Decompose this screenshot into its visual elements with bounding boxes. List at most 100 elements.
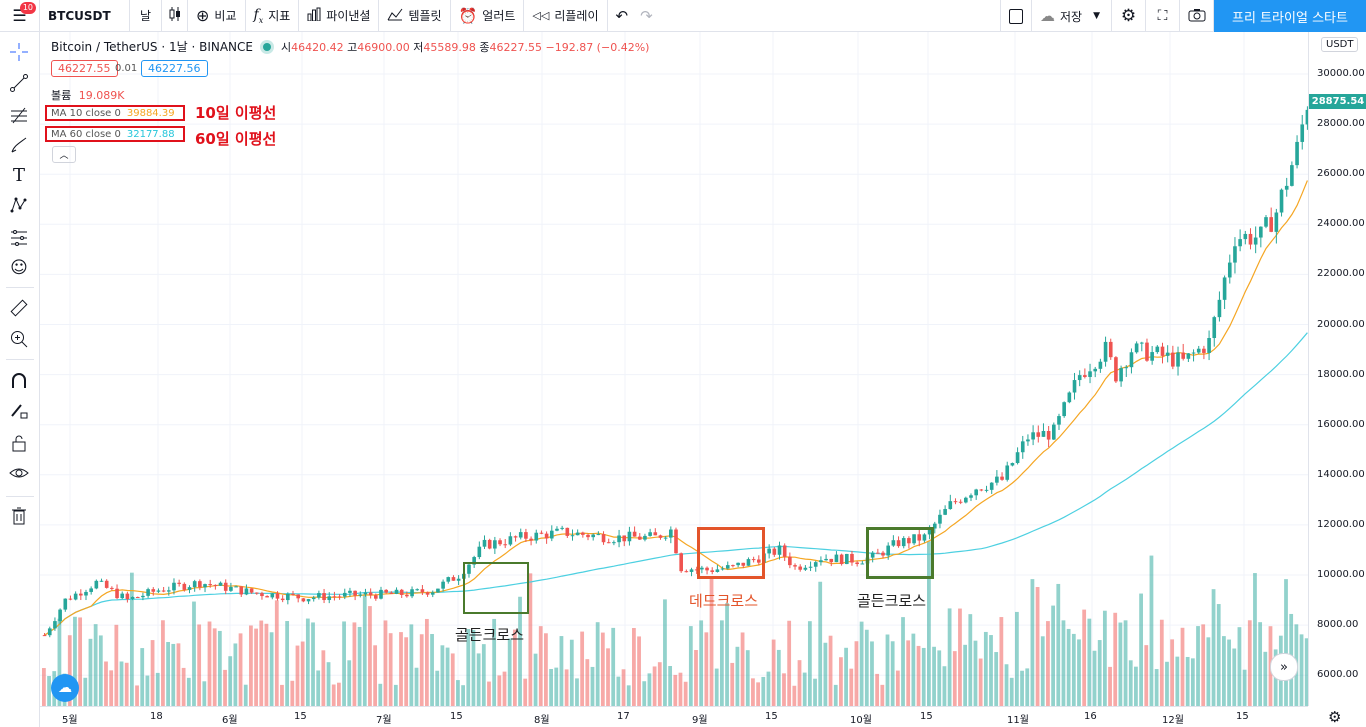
- scroll-to-realtime-button[interactable]: »: [1270, 653, 1298, 681]
- candle-body: [399, 589, 404, 595]
- replay-button[interactable]: ◁◁ 리플레이: [524, 0, 608, 32]
- ma10-legend[interactable]: MA 10 close 0 39884.39: [45, 105, 185, 121]
- symbol-legend: Bitcoin / TetherUS · 1날 · BINANCE 시46420…: [51, 38, 649, 55]
- snapshot-button[interactable]: [1180, 0, 1214, 32]
- crosshair-icon[interactable]: [8, 41, 30, 63]
- candle-body: [782, 545, 787, 557]
- volume-bar: [264, 623, 269, 706]
- time-tick-label: 15: [765, 711, 778, 722]
- collapse-legend-button[interactable]: ︿: [52, 146, 76, 163]
- candle-body: [425, 592, 430, 595]
- volume-bar: [901, 617, 905, 706]
- fib-icon[interactable]: [8, 104, 30, 126]
- redo-icon[interactable]: ↷: [640, 6, 653, 25]
- smiley-icon[interactable]: ☺: [10, 258, 28, 278]
- price-chart[interactable]: [40, 32, 1308, 706]
- free-trial-button[interactable]: 프리 트라이얼 스타트: [1214, 0, 1366, 32]
- save-button[interactable]: ☁ 저장 ▼: [1032, 0, 1112, 32]
- square-icon: [1009, 8, 1023, 24]
- brush-icon[interactable]: [8, 134, 30, 156]
- volume-bar: [833, 684, 838, 706]
- candle-body: [1227, 262, 1232, 278]
- volume-bar: [1035, 587, 1040, 706]
- candle-body: [1212, 317, 1217, 339]
- symbol-title[interactable]: Bitcoin / TetherUS · 1날 · BINANCE: [51, 40, 253, 54]
- financials-button[interactable]: 파이낸셜: [299, 0, 380, 32]
- candle-body: [958, 501, 963, 503]
- spread-value: 0.01: [115, 63, 138, 74]
- buy-price-button[interactable]: 46227.56: [141, 60, 208, 77]
- candle-body: [1139, 342, 1144, 344]
- pattern-icon[interactable]: [8, 194, 30, 216]
- candle-body: [187, 587, 192, 590]
- candle-body: [415, 589, 420, 591]
- volume-bar: [409, 624, 414, 706]
- volume-bar: [1108, 666, 1112, 706]
- ruler-icon[interactable]: [8, 297, 30, 319]
- candle-body: [798, 566, 803, 570]
- price-tick-label: 28000.00: [1317, 118, 1365, 130]
- ma60-legend[interactable]: MA 60 close 0 32177.88: [45, 126, 185, 142]
- gear-icon: ⚙: [1120, 6, 1137, 26]
- unlock-icon[interactable]: [8, 432, 30, 454]
- trend-line-icon[interactable]: [8, 72, 30, 94]
- zoom-in-icon[interactable]: [8, 328, 30, 350]
- indicators-button[interactable]: fx 지표: [246, 0, 300, 32]
- candle-body: [746, 559, 751, 566]
- fullscreen-button[interactable]: ⛶: [1146, 0, 1180, 32]
- settings-button[interactable]: ⚙: [1112, 0, 1146, 32]
- price-tick-label: 8000.00: [1317, 619, 1359, 631]
- menu-button[interactable]: ☰ 10: [0, 0, 40, 32]
- ma60-annotation: 60일 이평선: [195, 130, 277, 148]
- candle-body: [503, 544, 508, 546]
- volume-bar: [440, 645, 445, 706]
- sell-price-button[interactable]: 46227.55: [51, 60, 118, 77]
- sidebar-divider: [6, 359, 34, 360]
- undo-icon[interactable]: ↶: [615, 6, 629, 25]
- time-axis[interactable]: 5월 18 6월 15 7월 15 8월 17 9월 15 10월 15 11월 16 12월 15: [40, 706, 1308, 727]
- volume-bar: [228, 656, 233, 706]
- volume-bar: [921, 647, 926, 706]
- fullscreen-icon: ⛶: [1157, 8, 1168, 24]
- templates-button[interactable]: 템플릿: [379, 0, 451, 32]
- price-axis[interactable]: USDT 30000.00 28000.00 26000.00 24000.00 220…: [1308, 32, 1366, 706]
- chart-type-button[interactable]: [162, 0, 188, 32]
- tradingview-logo-icon[interactable]: ☁: [51, 674, 79, 702]
- candle-body: [53, 621, 57, 629]
- chart-pane[interactable]: [40, 32, 1308, 706]
- candle-body: [581, 532, 585, 535]
- volume-bar: [1020, 670, 1024, 706]
- volume-bar: [109, 670, 114, 706]
- candle-body: [405, 594, 409, 597]
- candle-body: [575, 532, 580, 536]
- currency-button[interactable]: USDT: [1321, 37, 1359, 52]
- alert-button[interactable]: ⏰ 얼러트: [451, 0, 525, 32]
- trash-icon[interactable]: [8, 505, 30, 527]
- volume-bar: [243, 684, 248, 706]
- volume-legend: 볼륨 19.089K: [51, 89, 125, 102]
- volume-bar: [637, 636, 641, 706]
- interval-button[interactable]: 날: [130, 0, 162, 32]
- volume-bar: [595, 622, 600, 706]
- candle-body: [1259, 226, 1263, 238]
- time-tick-label: 18: [150, 711, 163, 722]
- candle-body: [813, 562, 818, 567]
- candle-body: [301, 598, 306, 602]
- volume-bar: [652, 666, 657, 706]
- candle-body: [306, 599, 311, 602]
- price-tick-label: 10000.00: [1317, 569, 1365, 580]
- candle-body: [534, 532, 539, 541]
- lock-drawing-icon[interactable]: [8, 400, 30, 422]
- symbol-search-button[interactable]: BTCUSDT: [40, 0, 130, 32]
- axis-settings-gear-icon[interactable]: ⚙: [1328, 708, 1342, 726]
- candle-body: [643, 535, 647, 540]
- forecast-icon[interactable]: [8, 226, 30, 248]
- layout-button[interactable]: [1000, 0, 1032, 32]
- eye-icon[interactable]: [8, 462, 30, 484]
- magnet-icon[interactable]: [8, 370, 30, 392]
- volume-bar: [93, 624, 98, 706]
- time-tick-label: 12월: [1162, 715, 1184, 726]
- compare-button[interactable]: ⊕ 비교: [188, 0, 246, 32]
- text-icon[interactable]: T: [12, 164, 25, 186]
- volume-bar: [864, 629, 869, 706]
